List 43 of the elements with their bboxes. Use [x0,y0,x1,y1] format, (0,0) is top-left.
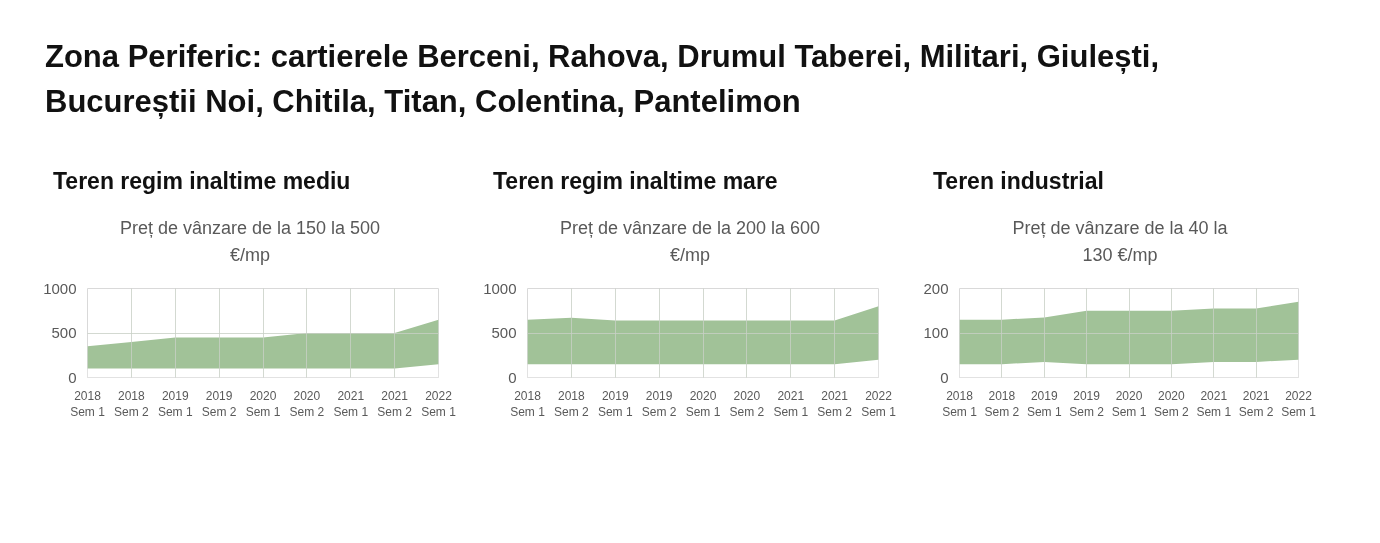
x-tick-label: 2019 Sem 2 [201,388,237,420]
y-tick-label: 0 [508,368,517,386]
y-tick-label: 1000 [483,279,517,297]
chart-title: Teren industrial [933,168,1104,194]
x-tick-label: 2022 Sem 1 [421,388,457,420]
x-tick-label: 2020 Sem 2 [289,388,325,420]
x-tick-label: 2022 Sem 1 [1281,388,1317,420]
x-tick-label: 2021 Sem 2 [377,388,413,420]
chart-subtitle: Preț de vânzare de la 200 la 600 €/mp [558,217,822,267]
x-tick-label: 2020 Sem 1 [1111,388,1147,420]
x-tick-label: 2018 Sem 2 [114,388,150,420]
x-tick-label: 2019 Sem 2 [641,388,677,420]
x-tick-label: 2018 Sem 1 [942,388,978,420]
x-tick-label: 2019 Sem 1 [1026,388,1062,420]
x-tick-label: 2020 Sem 2 [1154,388,1190,420]
x-tick-label: 2021 Sem 1 [773,388,809,420]
x-tick-label: 2021 Sem 1 [333,388,369,420]
x-tick-label: 2021 Sem 1 [1196,388,1232,420]
x-tick-label: 2021 Sem 2 [817,388,853,420]
x-tick-label: 2019 Sem 1 [157,388,193,420]
x-tick-label: 2019 Sem 1 [597,388,633,420]
x-tick-label: 2022 Sem 1 [861,388,897,420]
chart-subtitle: Preț de vânzare de la 40 la 130 €/mp [1011,217,1229,267]
y-tick-label: 0 [940,368,949,386]
y-tick-label: 1000 [43,279,77,297]
x-tick-label: 2018 Sem 2 [554,388,590,420]
y-tick-label: 500 [491,324,517,341]
x-tick-label: 2021 Sem 2 [1238,388,1274,420]
x-tick-label: 2019 Sem 2 [1069,388,1105,420]
text: Zona Periferic: cartierele Berceni, Rahova, Drumul Taberei, Militari, Giulești, Bucureștii Noi, Chitila, Titan, Colentina, Pantelimon [45,39,1160,119]
chart-subtitle: Preț de vânzare de la 150 la 500 €/mp [118,217,382,267]
y-tick-label: 100 [923,324,949,341]
x-tick-label: 2020 Sem 1 [685,388,721,420]
x-tick-label: 2018 Sem 1 [510,388,546,420]
y-tick-label: 500 [51,324,77,341]
x-tick-label: 2020 Sem 1 [245,388,281,420]
y-tick-label: 0 [68,368,77,386]
chart-title: Teren regim inaltime mediu [53,168,351,194]
x-tick-label: 2020 Sem 2 [729,388,765,420]
chart-title: Teren regim inaltime mare [493,168,778,194]
y-tick-label: 200 [923,279,949,297]
x-tick-label: 2018 Sem 2 [984,388,1020,420]
x-tick-label: 2018 Sem 1 [70,388,106,420]
